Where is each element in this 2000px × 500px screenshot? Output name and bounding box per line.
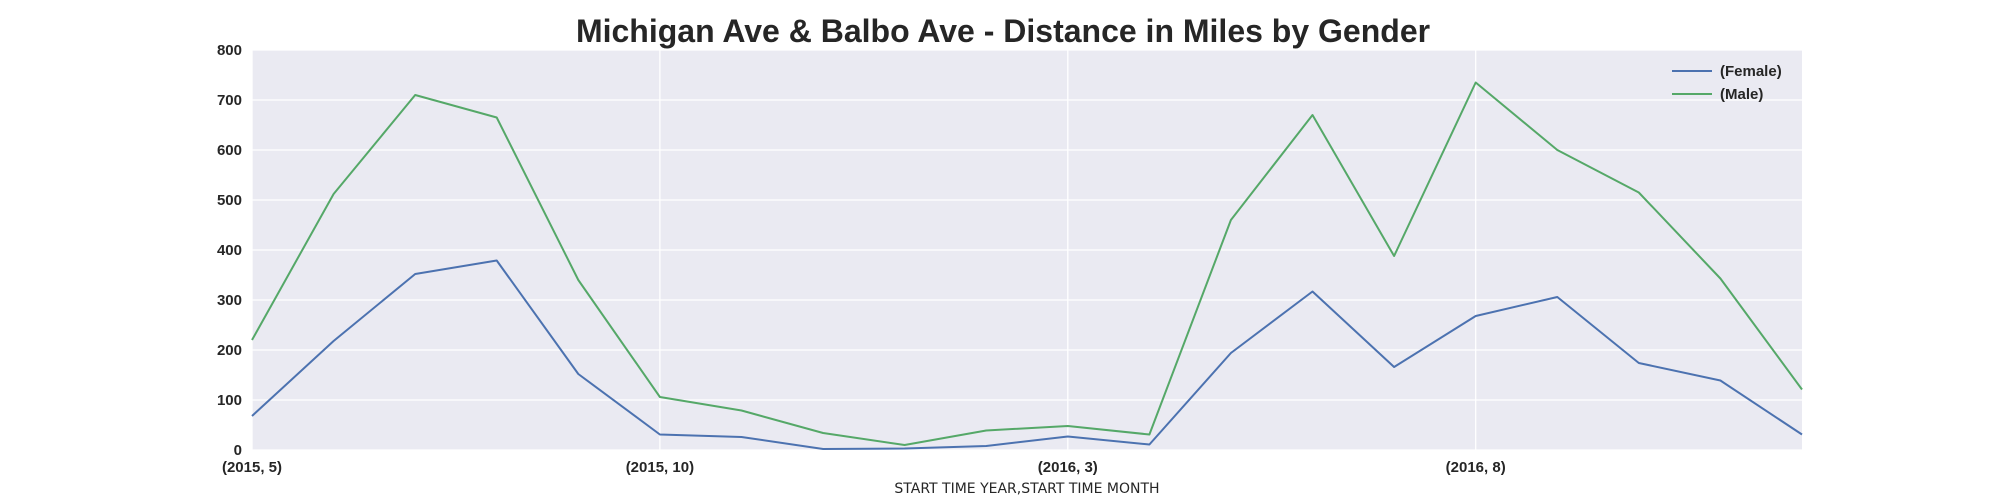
x-axis-label: START TIME YEAR,START TIME MONTH [894,481,1159,497]
series-lines [251,81,1803,450]
x-axis-ticks: (2015, 5) (2015, 10) (2016, 3) (2016, 8) [222,459,1506,476]
series-line [251,259,1803,450]
x-tick-label: (2016, 3) [1038,459,1098,476]
legend: (Female) (Male) [1672,63,1782,103]
legend-label: (Male) [1720,86,1763,103]
y-tick-label: 500 [217,192,242,209]
y-tick-label: 800 [217,42,242,59]
x-tick-label: (2016, 8) [1446,459,1506,476]
y-tick-label: 300 [217,292,242,309]
y-tick-label: 200 [217,342,242,359]
y-tick-label: 100 [217,392,242,409]
chart-title: Michigan Ave & Balbo Ave - Distance in M… [576,13,1430,49]
series-line [251,81,1803,446]
x-tick-label: (2015, 5) [222,459,282,476]
y-tick-label: 600 [217,142,242,159]
y-tick-label: 700 [217,92,242,109]
legend-label: (Female) [1720,63,1782,80]
y-tick-label: 0 [234,442,242,459]
y-tick-label: 400 [217,242,242,259]
x-tick-label: (2015, 10) [626,459,694,476]
y-axis-ticks: 0 100 200 300 400 500 600 700 800 [217,42,242,459]
grid-lines [251,49,1802,451]
